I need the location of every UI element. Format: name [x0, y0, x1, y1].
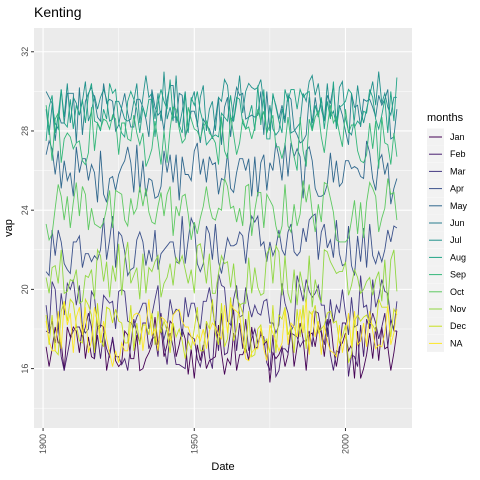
series-line-sep — [45, 105, 398, 171]
series-line-aug — [45, 77, 398, 146]
y-tick-label: 16 — [20, 364, 30, 374]
series-line-mar — [45, 273, 398, 341]
series-line-jan — [45, 317, 398, 383]
legend-label: Apr — [450, 184, 464, 194]
x-axis: 1900 1950 2000 — [38, 428, 350, 454]
series-lines — [45, 71, 398, 383]
legend-label: Oct — [450, 287, 465, 297]
legend-label: Jul — [450, 235, 462, 245]
x-tick-label: 1900 — [38, 434, 48, 454]
series-line-apr — [45, 213, 398, 277]
x-axis-title: Date — [211, 461, 234, 473]
legend-label: Dec — [450, 321, 467, 331]
legend-label: Aug — [450, 252, 466, 262]
series-line-may — [45, 139, 398, 205]
legend-label: Jun — [450, 218, 465, 228]
y-tick-label: 20 — [20, 284, 30, 294]
legend-label: Feb — [450, 149, 466, 159]
series-line-oct — [45, 178, 398, 243]
legend-items: Jan Feb Mar Apr May Jun Jul Aug Sep Oct Nov Dec NA — [427, 128, 468, 352]
x-tick-label: 1950 — [189, 434, 199, 454]
legend-label: Nov — [450, 304, 467, 314]
series-line-jul — [45, 71, 397, 136]
legend-label: Sep — [450, 270, 466, 280]
y-axis-title: vap — [3, 219, 15, 237]
y-tick-label: 32 — [20, 47, 30, 57]
chart-title: Kenting — [34, 4, 81, 20]
legend-title: months — [427, 112, 464, 124]
y-axis: 16 20 24 28 32 — [20, 47, 34, 374]
legend-label: May — [450, 201, 468, 211]
series-line-nov — [45, 241, 398, 308]
y-tick-label: 24 — [20, 205, 30, 215]
series-line-na — [45, 299, 398, 367]
legend: months Jan Feb Mar Apr May Jun Jul Aug Sep Oct Nov… — [427, 112, 468, 352]
legend-label: NA — [450, 338, 463, 348]
legend-label: Mar — [450, 166, 466, 176]
y-tick-label: 28 — [20, 126, 30, 136]
x-tick-label: 2000 — [340, 434, 350, 454]
legend-label: Jan — [450, 132, 465, 142]
